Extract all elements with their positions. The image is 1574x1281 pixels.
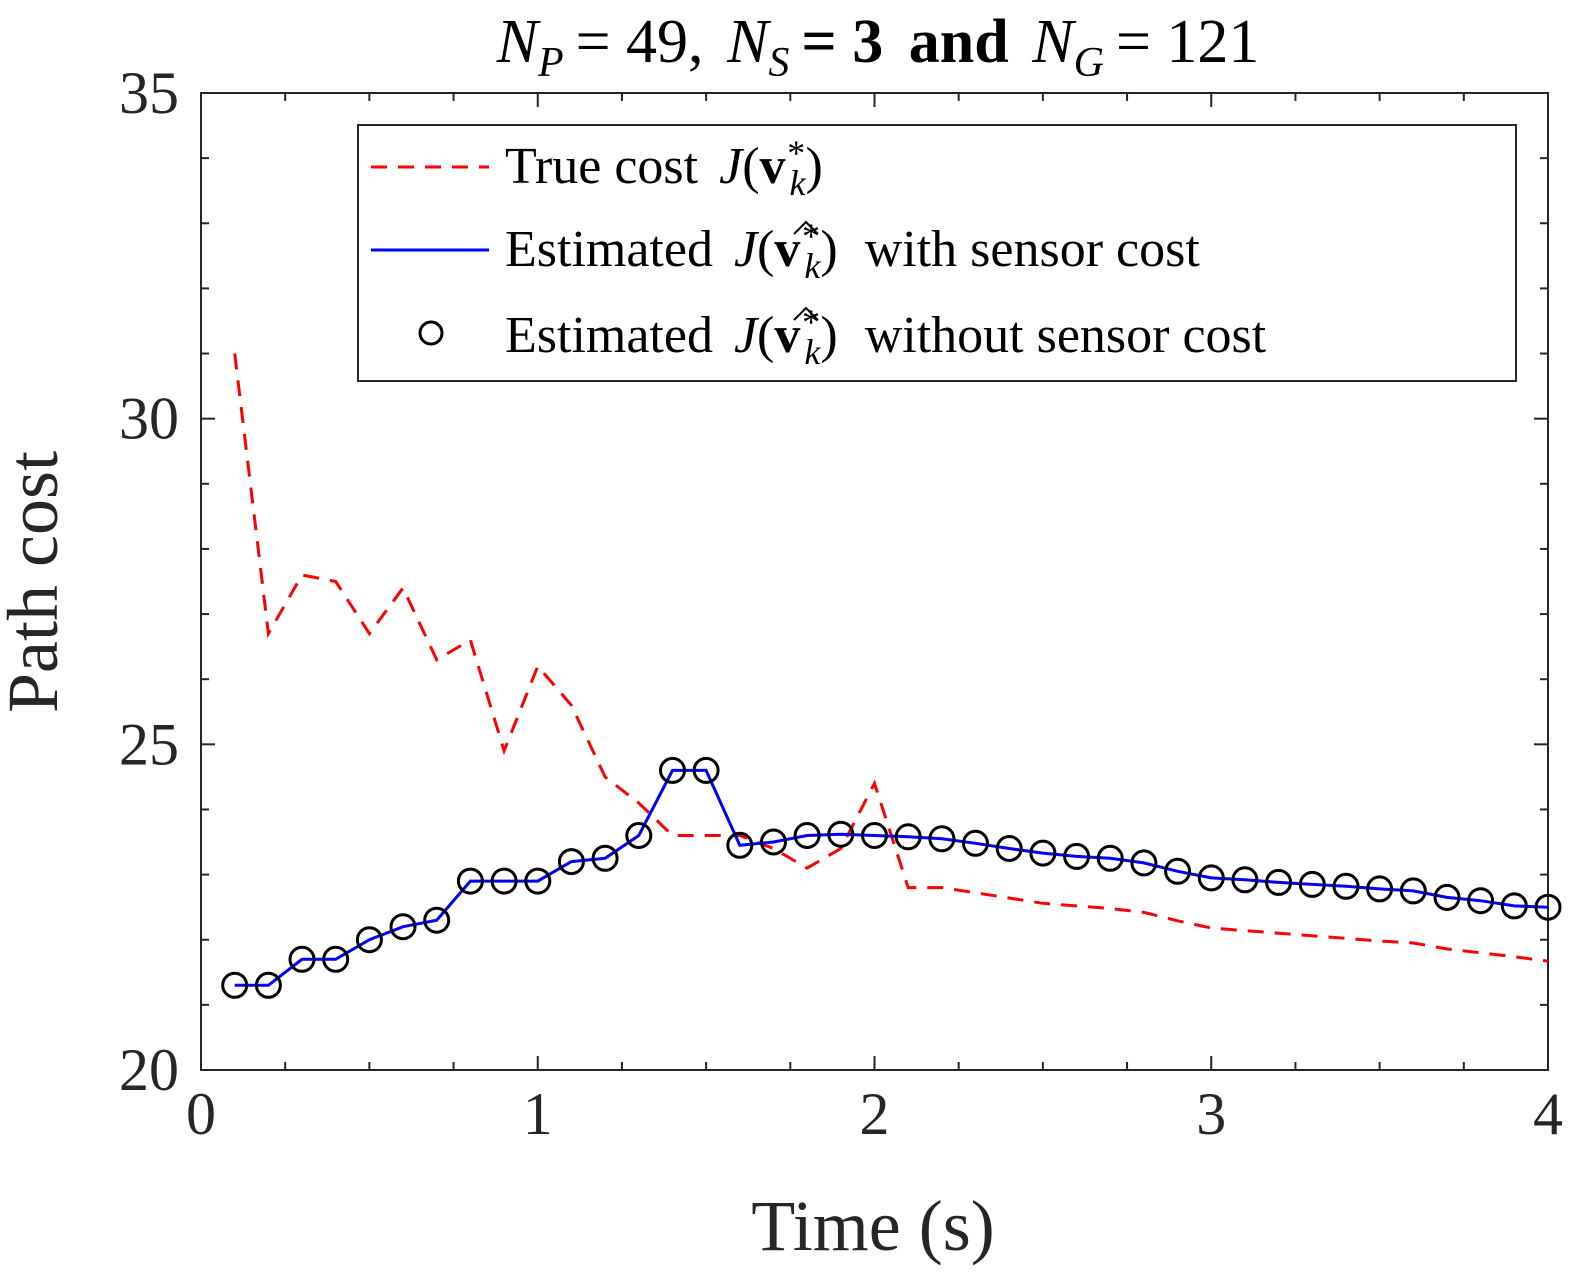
series-without-sensor-point — [760, 828, 787, 856]
y-tick-label: 25 — [119, 711, 179, 777]
series-without-sensor-point — [221, 971, 249, 999]
series-without-sensor-point — [1298, 870, 1326, 898]
y-tick-label: 35 — [119, 60, 179, 126]
series-without-sensor-point — [456, 867, 484, 895]
series-without-sensor-point — [1063, 842, 1091, 870]
series-without-sensor-point — [1399, 877, 1427, 905]
series-without-sensor-point — [423, 906, 451, 934]
series-without-sensor-point — [894, 823, 922, 851]
axis-ticks — [200, 92, 1549, 1071]
series-without-sensor-point — [1534, 893, 1562, 921]
x-tick-label: 0 — [186, 1081, 216, 1147]
series-without-sensor-point — [625, 822, 653, 849]
series-without-sensor-point — [524, 867, 552, 895]
series-with-sensor-line — [234, 768, 1549, 987]
series-without-sensor-point — [389, 913, 417, 941]
series-without-sensor-point — [692, 756, 720, 784]
series-without-sensor-point — [861, 822, 888, 849]
x-tick-label: 1 — [523, 1081, 553, 1147]
series-layer — [221, 353, 1562, 999]
series-without-sensor-point — [1433, 883, 1461, 911]
y-axis-label: Path cost — [0, 451, 73, 713]
series-without-sensor-point — [995, 835, 1023, 862]
legend-true-cost-label: True cost J(v* k) — [505, 133, 823, 203]
x-axis-label: Time (s) — [751, 1186, 994, 1266]
y-tick-label: 20 — [119, 1037, 179, 1103]
series-without-sensor-point — [1164, 857, 1192, 885]
series-without-sensor-point — [659, 756, 686, 784]
legend-box — [357, 124, 1517, 382]
series-without-sensor-point — [1332, 872, 1360, 900]
y-tick-label: 30 — [119, 386, 179, 452]
series-without-sensor-point — [1197, 864, 1225, 892]
series-without-sensor-point — [962, 829, 989, 857]
x-tick-label: 2 — [860, 1081, 890, 1147]
legend-with-sensor-hat — [793, 220, 819, 235]
series-without-sensor-point — [1467, 887, 1495, 915]
legend: True cost J(v* k) Estimated J(v* k) with s… — [357, 124, 1517, 382]
series-without-sensor-point — [1130, 849, 1158, 877]
series-without-sensor-point — [490, 867, 518, 895]
series-without-sensor-point — [1096, 844, 1124, 872]
series-without-sensor-point — [288, 945, 316, 973]
series-without-sensor-point — [322, 945, 350, 973]
series-without-sensor-point — [793, 822, 821, 849]
series-without-sensor-point — [1265, 868, 1293, 896]
series-without-sensor-point — [254, 971, 282, 999]
chart-title: NP = 49, NS = 3 and NG = 121 — [496, 8, 1260, 86]
series-without-sensor-point — [827, 820, 855, 848]
x-tick-label: 4 — [1533, 1081, 1563, 1147]
series-without-sensor-point — [591, 844, 619, 872]
legend-with-sensor-label: Estimated J(v* k) with sensor cost — [505, 216, 1200, 286]
legend-without-sensor-hat — [793, 306, 819, 321]
x-tick-label: 3 — [1196, 1081, 1226, 1147]
series-without-sensor-point — [1366, 875, 1394, 903]
axis-tick-labels: 0 1 2 3 4 20 25 30 35 — [119, 60, 1563, 1147]
legend-without-sensor-marker — [418, 320, 444, 346]
series-without-sensor-point — [1029, 839, 1057, 867]
series-without-sensor-point — [355, 926, 383, 954]
series-without-sensor-point — [726, 831, 754, 859]
legend-without-sensor-label: Estimated J(v* k) without sensor cost — [505, 302, 1267, 372]
series-without-sensor-point — [557, 848, 585, 876]
series-without-sensor-point — [1231, 866, 1259, 894]
series-without-sensor-point — [1500, 892, 1528, 920]
series-without-sensor-point — [928, 825, 956, 853]
